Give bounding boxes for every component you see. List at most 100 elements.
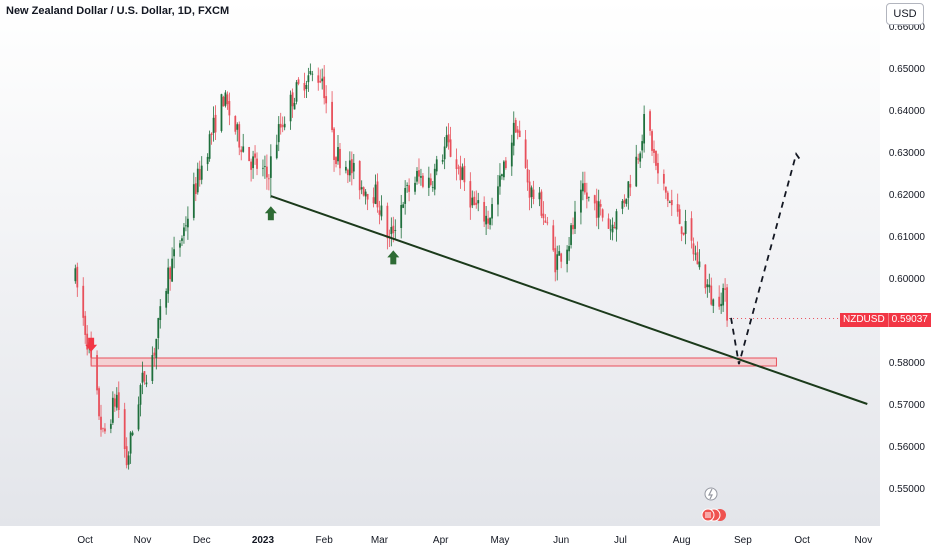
- candle-body: [666, 192, 669, 201]
- trendline[interactable]: [270, 195, 868, 405]
- candle-body: [583, 182, 586, 193]
- candle-body: [609, 229, 612, 231]
- x-tick-label: Jun: [553, 535, 569, 546]
- candle-body: [181, 238, 183, 241]
- candle-body: [348, 160, 351, 176]
- candle-body: [151, 355, 154, 381]
- candle-body: [266, 166, 268, 178]
- candle-body: [84, 315, 87, 335]
- candle-body: [540, 191, 543, 216]
- candle-body: [307, 75, 310, 83]
- event-flags-icon[interactable]: [701, 508, 726, 522]
- candle-body: [544, 220, 547, 223]
- candle-body: [317, 75, 320, 83]
- up-arrow-icon[interactable]: [264, 206, 277, 221]
- candle-body: [264, 166, 266, 168]
- candle-body: [331, 101, 333, 130]
- x-tick-label: Sep: [734, 535, 752, 546]
- chart-title: New Zealand Dollar / U.S. Dollar, 1D, FX…: [6, 5, 230, 17]
- candle-body: [194, 183, 197, 195]
- candle-body: [109, 423, 112, 429]
- candle-body: [477, 200, 480, 204]
- candle-body: [242, 146, 245, 152]
- candle-body: [179, 243, 181, 248]
- last-price-tag: NZDUSD 0.59037: [840, 313, 931, 327]
- candle-body: [185, 225, 187, 227]
- candle-body: [187, 218, 189, 228]
- candle-body: [104, 428, 106, 432]
- candle-body: [74, 268, 77, 282]
- candle-body: [532, 189, 535, 200]
- candle-body: [325, 96, 328, 104]
- candle-body: [706, 284, 709, 288]
- candle-body: [139, 385, 142, 405]
- candle-body: [262, 167, 264, 169]
- candle-body: [402, 204, 405, 208]
- candle-body: [362, 187, 365, 196]
- candle-body: [206, 156, 209, 165]
- currency-button[interactable]: USD: [886, 3, 924, 25]
- candle-body: [613, 227, 616, 229]
- candle-body: [684, 220, 687, 234]
- candle-body: [676, 204, 679, 212]
- x-tick-label: Oct: [77, 535, 93, 546]
- candle-body: [629, 184, 632, 188]
- candle-body: [196, 168, 199, 193]
- candle-body: [303, 82, 306, 91]
- candle-body: [289, 94, 292, 122]
- candle-body: [455, 159, 458, 170]
- y-tick-label: 0.62000: [889, 190, 926, 201]
- candle-body: [485, 215, 488, 225]
- candle-body: [275, 144, 278, 159]
- candle-body: [159, 306, 162, 321]
- x-tick-label: May: [490, 535, 509, 546]
- candle-body: [86, 333, 89, 350]
- candle-body: [422, 175, 424, 187]
- candle-body: [566, 249, 568, 265]
- candle-body: [98, 388, 100, 417]
- candle-body: [585, 192, 588, 199]
- candle-body: [386, 205, 389, 239]
- down-arrow-icon[interactable]: [85, 337, 98, 352]
- candle-body: [200, 165, 203, 180]
- candle-body: [528, 181, 531, 198]
- candle-body: [518, 130, 521, 137]
- candle-body: [111, 397, 114, 423]
- candle-body: [587, 196, 590, 198]
- candle-body: [137, 404, 140, 430]
- chart-background: [0, 0, 880, 526]
- candle-body: [627, 181, 630, 198]
- candle-body: [499, 175, 501, 187]
- candle-body: [183, 227, 185, 236]
- candle-body: [254, 153, 256, 158]
- candle-body: [404, 187, 407, 204]
- projection-path[interactable]: [730, 152, 803, 365]
- candle-body: [704, 264, 707, 289]
- candle-body: [214, 114, 217, 133]
- candle-body: [305, 84, 308, 89]
- candle-body: [637, 158, 640, 160]
- candle-body: [641, 141, 644, 151]
- candle-body: [311, 73, 314, 75]
- candle-body: [653, 149, 655, 153]
- candle-body: [664, 186, 667, 193]
- candle-body: [82, 285, 85, 318]
- candle-body: [380, 205, 383, 217]
- candle-body: [682, 232, 685, 236]
- up-arrow-icon[interactable]: [387, 250, 400, 265]
- support-zone[interactable]: [90, 357, 777, 367]
- candle-body: [76, 266, 79, 288]
- candle-body: [372, 197, 375, 204]
- candle-body: [497, 186, 499, 205]
- y-tick-label: 0.66000: [889, 22, 926, 33]
- price-tag-value: 0.59037: [887, 313, 928, 327]
- x-tick-label: Apr: [433, 535, 449, 546]
- flash-icon[interactable]: [704, 487, 718, 501]
- candle-body: [471, 197, 474, 206]
- candle-body: [639, 153, 642, 162]
- candle-body: [491, 204, 493, 219]
- candle-body: [560, 253, 563, 262]
- candle-body: [431, 186, 434, 188]
- candle-body: [556, 254, 559, 270]
